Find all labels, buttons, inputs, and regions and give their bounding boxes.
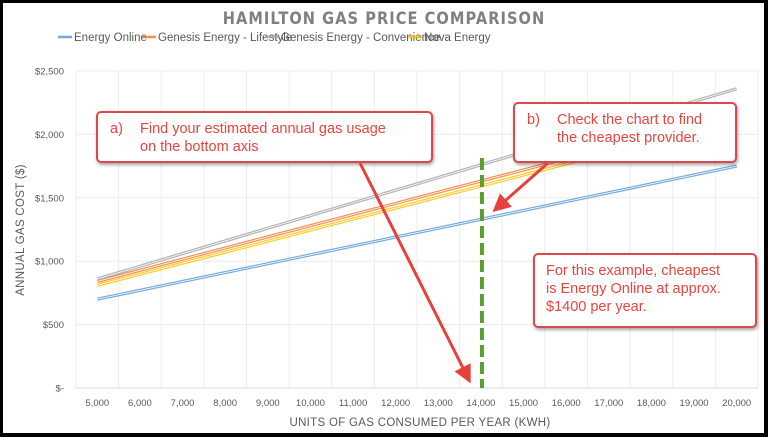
x-axis-ticks: 5,000 6,000 7,000 8,000 9,000 10,000 11,000 12,… (85, 398, 751, 409)
y-tick-label: $500 (43, 320, 64, 331)
x-tick-label: 7,000 (171, 398, 195, 409)
callout-b-line1: Check the chart to find (557, 112, 703, 128)
x-tick-label: 20,000 (722, 398, 751, 409)
x-tick-label: 6,000 (128, 398, 152, 409)
callout-a-line1: Find your estimated annual gas usage (140, 121, 386, 137)
y-axis-title: ANNUAL GAS COST ($) (15, 164, 27, 296)
y-tick-label: $1,500 (35, 193, 64, 204)
x-tick-label: 14,000 (466, 398, 495, 409)
legend-item: Genesis Energy - Convenience (265, 32, 440, 44)
callout-c-line1: For this example, cheapest (546, 263, 721, 279)
x-tick-label: 18,000 (637, 398, 666, 409)
x-tick-label: 9,000 (256, 398, 280, 409)
callout-result: For this example, cheapest is Energy Onl… (533, 253, 757, 328)
callout-c-line2: is Energy Online at approx. (546, 281, 721, 297)
y-tick-label: $2,500 (35, 67, 64, 78)
legend-item: Energy Online (58, 32, 147, 44)
callout-b-label: b) (527, 112, 540, 128)
legend-label: Energy Online (74, 32, 147, 44)
chart-title: HAMILTON GAS PRICE COMPARISON (222, 9, 546, 29)
y-axis-ticks: $- $500 $1,000 $1,500 $2,000 $2,500 (35, 67, 64, 395)
callout-step-b: b) Check the chart to find the cheapest p… (513, 102, 737, 163)
legend-item: Nova Energy (408, 32, 491, 44)
legend-label: Nova Energy (424, 32, 491, 44)
y-tick-label: $- (56, 384, 64, 395)
callout-b-line2: the cheapest provider. (557, 130, 700, 146)
y-tick-label: $2,000 (35, 130, 64, 141)
y-tick-label: $1,000 (35, 257, 64, 268)
x-tick-label: 16,000 (552, 398, 581, 409)
x-axis-title: UNITS OF GAS CONSUMED PER YEAR (KWH) (289, 417, 550, 429)
x-tick-label: 17,000 (594, 398, 623, 409)
x-tick-label: 8,000 (213, 398, 237, 409)
legend-item: Genesis Energy - Lifestyle (142, 32, 292, 44)
legend-label: Genesis Energy - Convenience (281, 32, 440, 44)
x-tick-label: 5,000 (85, 398, 109, 409)
callout-c-line3: $1400 per year. (546, 299, 647, 315)
x-tick-label: 11,000 (339, 398, 367, 409)
legend: Energy Online Genesis Energy - LifestyleG… (58, 32, 491, 44)
legend-label: Genesis Energy - Lifestyle (158, 32, 292, 44)
callout-step-a: a) Find your estimated annual gas usage o… (96, 111, 433, 163)
callout-a-label: a) (110, 121, 123, 137)
x-tick-label: 13,000 (424, 398, 453, 409)
callout-a-line2: on the bottom axis (140, 139, 259, 155)
x-tick-label: 10,000 (296, 398, 325, 409)
x-tick-label: 15,000 (509, 398, 538, 409)
x-tick-label: 12,000 (381, 398, 410, 409)
x-tick-label: 19,000 (680, 398, 709, 409)
